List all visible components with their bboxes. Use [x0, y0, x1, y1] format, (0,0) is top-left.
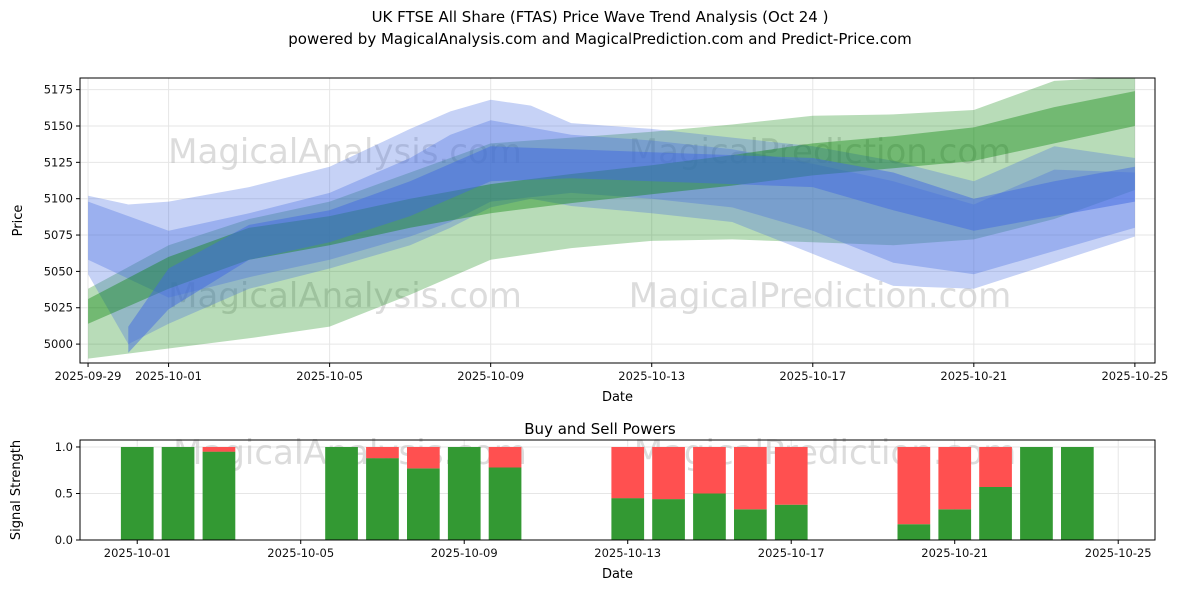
- y-axis-label: Signal Strength: [9, 440, 24, 540]
- y-tick-label: 5075: [44, 228, 73, 242]
- x-tick-label: 2025-10-21: [921, 546, 988, 560]
- x-tick-label: 2025-10-13: [618, 369, 685, 383]
- buy-bar: [1020, 447, 1053, 540]
- buy-bar: [774, 504, 808, 540]
- x-tick-label: 2025-10-01: [104, 546, 171, 560]
- sell-bar: [979, 447, 1012, 487]
- chart-title: UK FTSE All Share (FTAS) Price Wave Tren…: [371, 8, 829, 26]
- sell-bar: [366, 447, 399, 459]
- watermark-text: MagicalAnalysis.com: [168, 276, 522, 316]
- axis-ticks: 2025-10-01 2025-10-05 2025-10-09 2025-10-13…: [55, 440, 1152, 560]
- blue-trend-band-core: [128, 146, 1135, 353]
- buy-bar: [897, 524, 931, 540]
- buy-bar: [979, 487, 1012, 540]
- x-tick-label: 2025-10-09: [457, 369, 524, 383]
- y-tick-label: 5150: [44, 119, 73, 133]
- x-tick-label: 2025-10-05: [267, 546, 334, 560]
- y-tick-label: 5100: [44, 192, 73, 206]
- blue-trend-band-outer: [88, 99, 1135, 345]
- x-tick-label: 2025-10-01: [135, 369, 202, 383]
- buy-bar: [407, 468, 440, 540]
- watermark-text: MagicalPrediction.com: [629, 276, 1012, 316]
- buy-bar: [938, 509, 972, 540]
- sell-bar: [202, 447, 236, 452]
- x-tick-label: 2025-10-05: [296, 369, 363, 383]
- price-wave-chart: MagicalAnalysis.com MagicalPrediction.com…: [11, 77, 1169, 405]
- axis-ticks: 2025-09-29 2025-10-01 2025-10-05 2025-10-09…: [44, 83, 1169, 383]
- green-trend-band-outer: [88, 78, 1135, 359]
- sell-bar: [407, 447, 440, 469]
- sell-bar: [734, 447, 767, 510]
- y-tick-label: 5125: [44, 155, 73, 169]
- buy-bar: [366, 458, 399, 540]
- plot-content: [88, 78, 1135, 359]
- blue-trend-band-mid: [88, 120, 1135, 298]
- buy-bar: [734, 509, 767, 540]
- chart-subtitle: powered by MagicalAnalysis.com and Magic…: [288, 30, 912, 48]
- plot-border: [79, 439, 1156, 541]
- y-tick-label: 5025: [44, 301, 73, 315]
- green-trend-band-core: [88, 91, 1135, 324]
- x-axis-label: Date: [602, 567, 633, 582]
- buy-bar: [202, 451, 236, 540]
- y-tick-label: 0.5: [55, 486, 73, 500]
- x-tick-label: 2025-10-25: [1085, 546, 1152, 560]
- y-tick-label: 5050: [44, 264, 73, 278]
- buy-bar: [447, 447, 481, 540]
- x-tick-label: 2025-10-17: [758, 546, 825, 560]
- x-tick-label: 2025-10-17: [779, 369, 846, 383]
- buy-bar: [161, 447, 195, 540]
- x-tick-label: 2025-10-09: [431, 546, 498, 560]
- sell-bar: [897, 447, 931, 525]
- buy-bar: [693, 493, 726, 540]
- buy-bar: [488, 467, 522, 540]
- x-tick-label: 2025-10-21: [940, 369, 1007, 383]
- sell-bar: [488, 447, 522, 468]
- plot-border: [79, 77, 1156, 364]
- buy-bar: [325, 447, 358, 540]
- buy-sell-chart: MagicalAnalysis.comMagicalPrediction.com…: [9, 438, 1156, 582]
- y-axis-label: Price: [11, 205, 26, 237]
- x-tick-label: 2025-09-29: [55, 369, 122, 383]
- x-axis-label: Date: [602, 390, 633, 405]
- sell-bar: [774, 447, 808, 505]
- sell-bar: [652, 447, 685, 500]
- x-tick-label: 2025-10-25: [1101, 369, 1168, 383]
- y-tick-label: 0.0: [55, 533, 73, 547]
- buy-bar: [1061, 447, 1094, 540]
- signal-chart-title: Buy and Sell Powers: [524, 420, 676, 438]
- sell-bar: [611, 447, 645, 499]
- buy-bar: [611, 498, 645, 540]
- plot-content: [120, 447, 1094, 540]
- x-tick-label: 2025-10-13: [594, 546, 661, 560]
- sell-bar: [693, 447, 726, 494]
- buy-bar: [652, 499, 685, 540]
- buy-bar: [120, 447, 154, 540]
- y-tick-label: 5175: [44, 83, 73, 97]
- y-tick-label: 5000: [44, 337, 73, 351]
- y-tick-label: 1.0: [55, 440, 73, 454]
- sell-bar: [938, 447, 972, 510]
